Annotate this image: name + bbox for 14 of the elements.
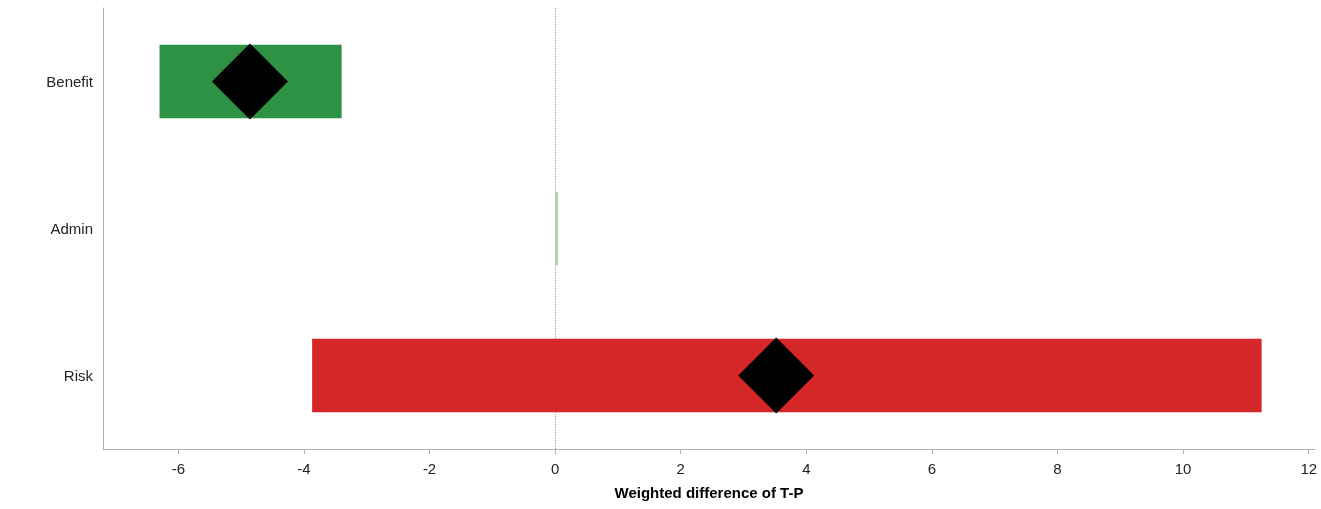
x-tick-label: -6 (171, 460, 186, 477)
x-tick-label: 10 (1174, 460, 1192, 477)
y-tick-label: Admin (50, 220, 93, 237)
y-tick-label: Benefit (46, 73, 94, 90)
x-tick-label: 0 (550, 460, 560, 477)
x-tick-label: 8 (1053, 460, 1062, 477)
x-tick-label: 4 (802, 460, 811, 477)
x-axis-title: Weighted difference of T-P (614, 484, 804, 501)
x-tick-label: 6 (927, 460, 937, 477)
x-tick-label: -2 (422, 460, 437, 477)
x-tick-label: 2 (676, 460, 685, 477)
x-tick-label: 12 (1300, 460, 1318, 477)
y-tick-label: Risk (63, 367, 94, 384)
x-tick-label: -4 (297, 460, 311, 477)
